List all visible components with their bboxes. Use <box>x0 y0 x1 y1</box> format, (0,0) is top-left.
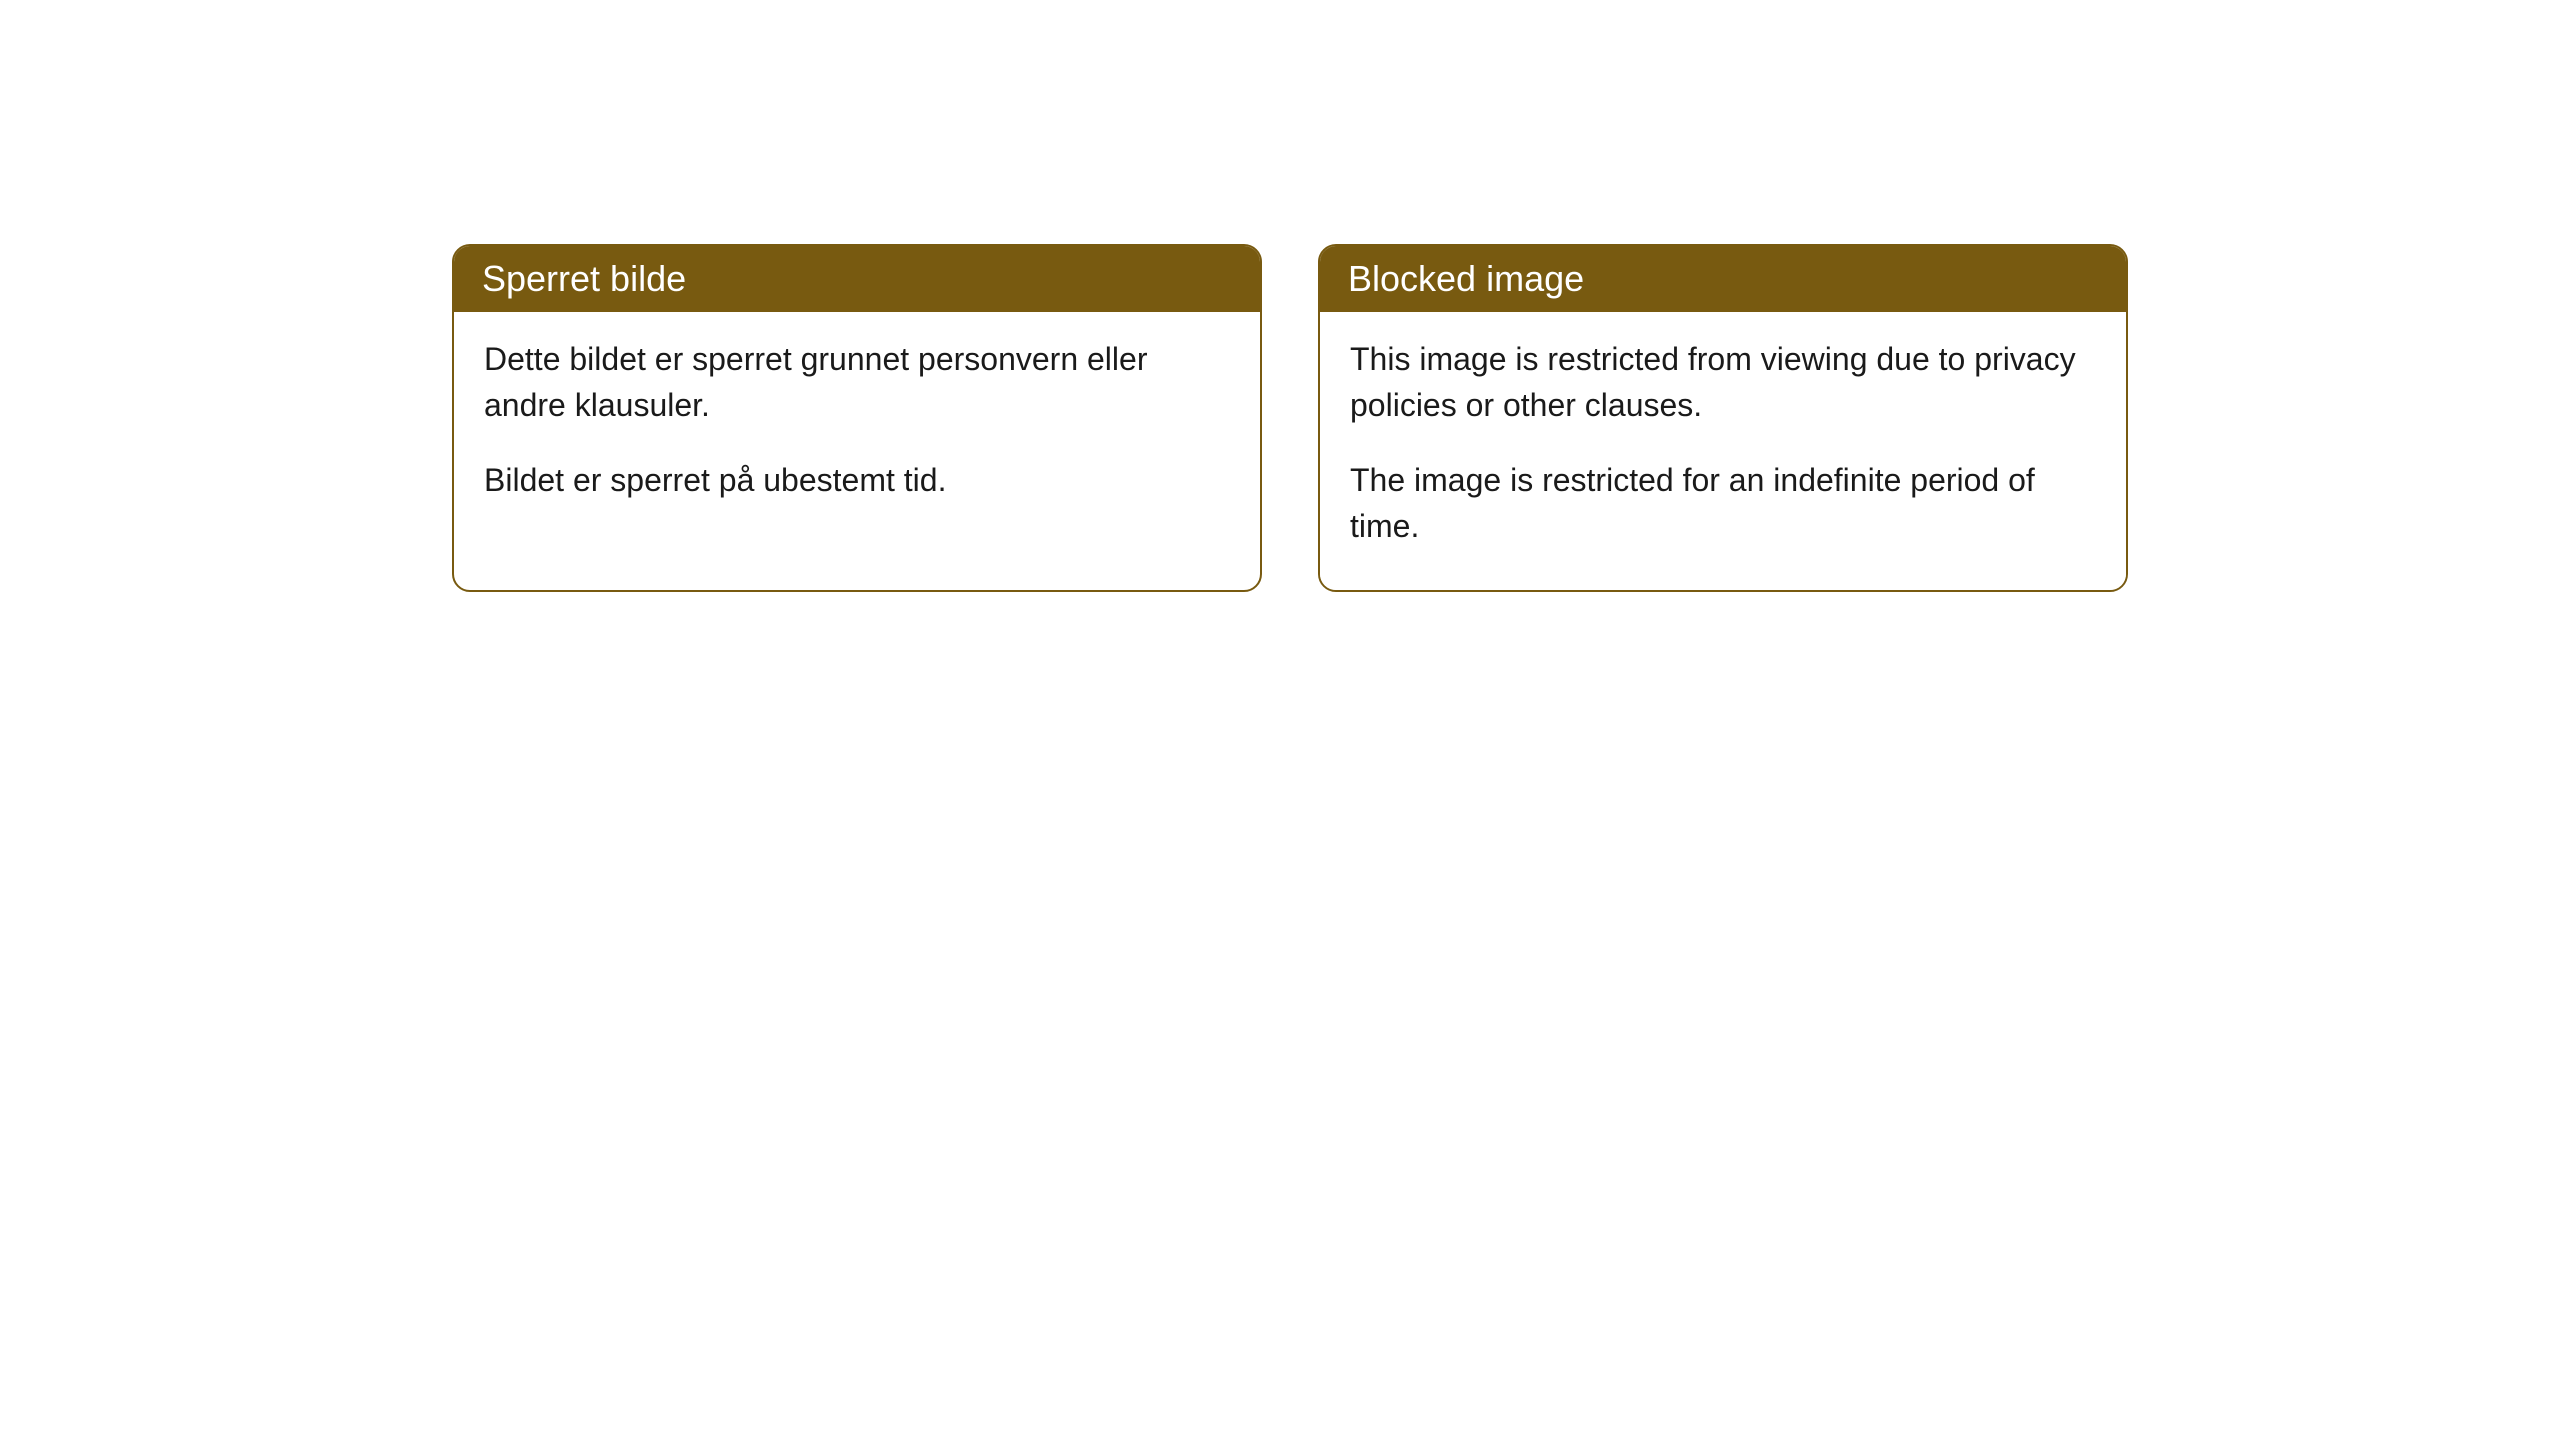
notice-card-english: Blocked image This image is restricted f… <box>1318 244 2128 592</box>
card-paragraph: The image is restricted for an indefinit… <box>1350 457 2096 550</box>
card-body: This image is restricted from viewing du… <box>1320 312 2126 590</box>
card-body: Dette bildet er sperret grunnet personve… <box>454 312 1260 543</box>
card-header: Sperret bilde <box>454 246 1260 312</box>
card-paragraph: This image is restricted from viewing du… <box>1350 336 2096 429</box>
notice-card-norwegian: Sperret bilde Dette bildet er sperret gr… <box>452 244 1262 592</box>
card-paragraph: Dette bildet er sperret grunnet personve… <box>484 336 1230 429</box>
card-title: Blocked image <box>1348 258 1584 299</box>
notice-cards-container: Sperret bilde Dette bildet er sperret gr… <box>452 244 2128 592</box>
card-header: Blocked image <box>1320 246 2126 312</box>
card-title: Sperret bilde <box>482 258 686 299</box>
card-paragraph: Bildet er sperret på ubestemt tid. <box>484 457 1230 503</box>
